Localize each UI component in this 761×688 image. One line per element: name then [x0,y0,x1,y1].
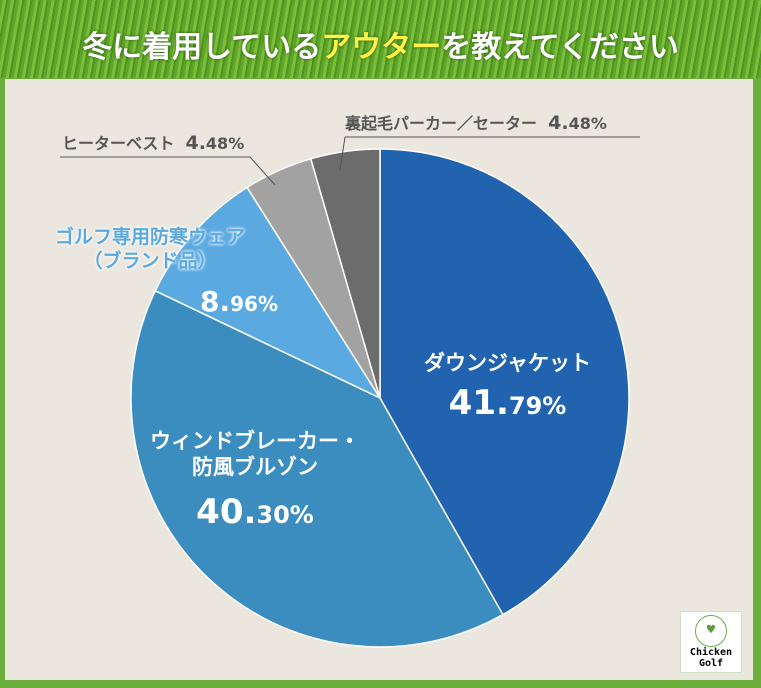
pct-golf: 8.96% [200,285,278,318]
label-windbreaker: ウィンドブレーカー・ 防風ブルゾン 40.30% [150,429,360,532]
label-fleece: 裏起毛パーカー／セーター 4.48% [345,112,607,134]
label-golf: ゴルフ専用防寒ウェア （ブランド品） [54,226,245,272]
pie-slice-4 [309,148,381,399]
label-vest: ヒーターベスト 4.48% [62,132,245,154]
leader-line-0 [60,156,276,186]
label-down: ダウンジャケット 41.79% [424,351,591,424]
pie-slice-0 [379,148,630,616]
pie-slice-1 [130,289,504,648]
chicken-golf-logo: ♥ Chicken Golf [680,611,742,673]
pie-slice-2 [154,186,383,400]
leader-line-2 [339,136,346,171]
page-title: 冬に着用しているアウターを教えてください [82,30,679,65]
